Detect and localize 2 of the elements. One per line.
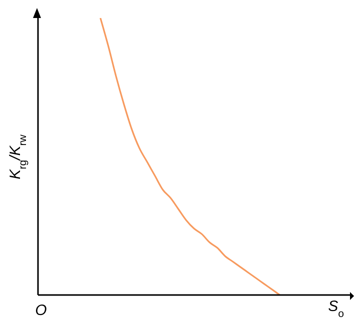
text: O — [35, 302, 48, 319]
x-axis-title: S$_{o}$ — [328, 298, 344, 320]
